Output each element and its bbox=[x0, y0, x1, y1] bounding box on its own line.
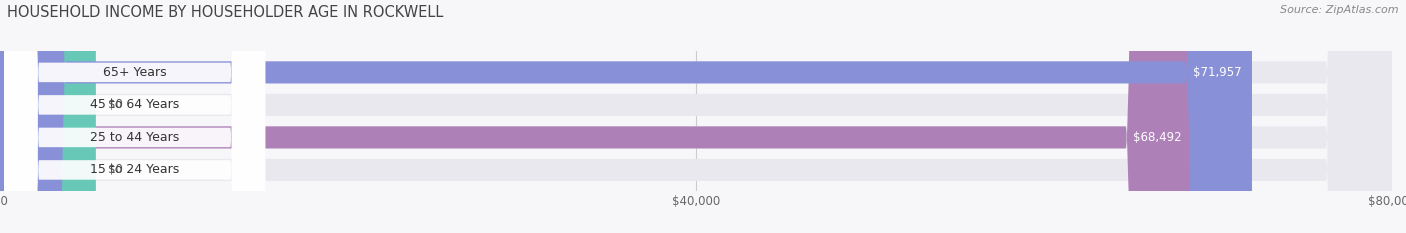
Text: $0: $0 bbox=[108, 98, 122, 111]
FancyBboxPatch shape bbox=[0, 0, 96, 233]
Text: 15 to 24 Years: 15 to 24 Years bbox=[90, 163, 180, 176]
FancyBboxPatch shape bbox=[0, 0, 1192, 233]
Text: 25 to 44 Years: 25 to 44 Years bbox=[90, 131, 180, 144]
Text: 65+ Years: 65+ Years bbox=[103, 66, 166, 79]
Text: $68,492: $68,492 bbox=[1133, 131, 1181, 144]
FancyBboxPatch shape bbox=[4, 0, 266, 233]
FancyBboxPatch shape bbox=[4, 0, 266, 233]
Text: HOUSEHOLD INCOME BY HOUSEHOLDER AGE IN ROCKWELL: HOUSEHOLD INCOME BY HOUSEHOLDER AGE IN R… bbox=[7, 5, 443, 20]
Text: $0: $0 bbox=[108, 163, 122, 176]
Text: 45 to 64 Years: 45 to 64 Years bbox=[90, 98, 180, 111]
FancyBboxPatch shape bbox=[0, 0, 96, 233]
FancyBboxPatch shape bbox=[4, 0, 266, 233]
Text: $71,957: $71,957 bbox=[1192, 66, 1241, 79]
Text: Source: ZipAtlas.com: Source: ZipAtlas.com bbox=[1281, 5, 1399, 15]
FancyBboxPatch shape bbox=[0, 0, 1251, 233]
FancyBboxPatch shape bbox=[4, 0, 266, 233]
